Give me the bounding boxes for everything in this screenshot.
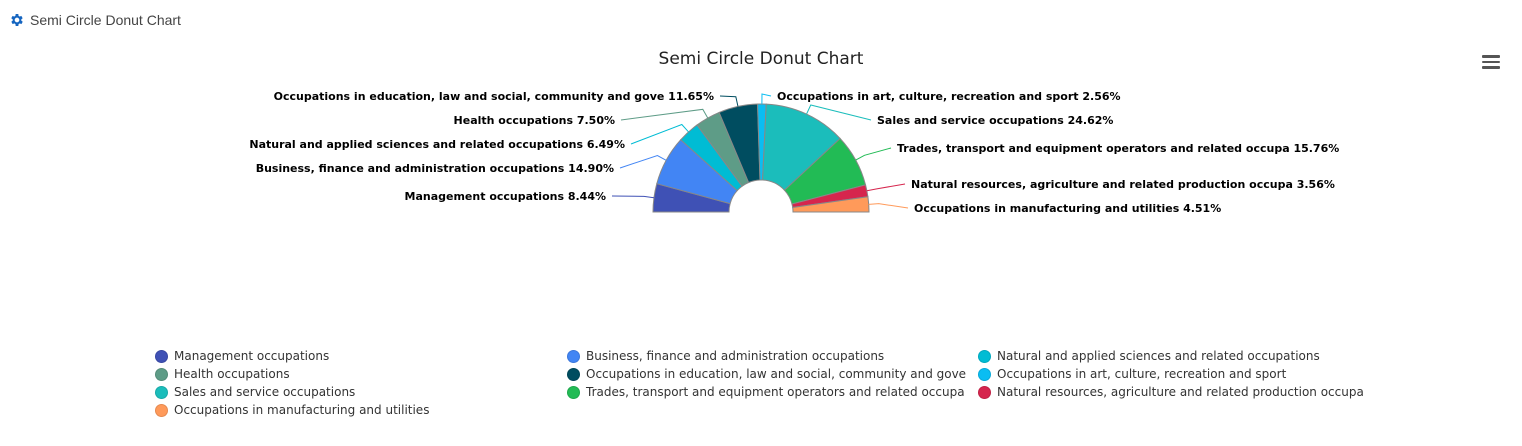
connector-line [620, 108, 709, 121]
legend-item[interactable]: Trades, transport and equipment operator… [567, 384, 978, 400]
legend-label: Health occupations [174, 367, 290, 381]
gear-icon[interactable] [9, 12, 25, 28]
connector-line [611, 195, 655, 199]
data-label: Trades, transport and equipment operator… [897, 142, 1339, 155]
legend-marker [155, 385, 168, 399]
legend-marker [155, 349, 168, 363]
legend-label: Natural and applied sciences and related… [997, 349, 1320, 363]
chart-title: Semi Circle Donut Chart [659, 49, 864, 69]
legend-marker [567, 349, 580, 363]
legend-item[interactable]: Sales and service occupations [155, 384, 567, 400]
legend-marker [155, 403, 168, 417]
data-label: Natural resources, agriculture and relat… [911, 178, 1335, 191]
legend-label: Occupations in manufacturing and utiliti… [174, 403, 430, 417]
chart-header: Semi Circle Donut Chart [9, 12, 181, 28]
legend-label: Occupations in education, law and social… [586, 367, 967, 381]
legend-marker [978, 385, 991, 399]
data-label: Business, finance and administration occ… [256, 162, 614, 175]
connector-line [806, 104, 872, 121]
connector-line [619, 154, 667, 169]
legend-label: Management occupations [174, 349, 330, 363]
legend-item[interactable]: Natural and applied sciences and related… [978, 348, 1378, 364]
legend-label: Occupations in art, culture, recreation … [997, 367, 1287, 381]
data-label: Occupations in art, culture, recreation … [777, 90, 1121, 103]
legend-label: Sales and service occupations [174, 385, 356, 399]
connector-line [761, 93, 772, 105]
chart-menu-button[interactable] [1482, 55, 1500, 69]
slice-10[interactable] [792, 196, 870, 213]
data-label: Management occupations 8.44% [405, 190, 606, 203]
legend-item[interactable]: Management occupations [155, 348, 567, 364]
connector-line [719, 95, 739, 107]
data-label: Natural and applied sciences and related… [249, 138, 625, 151]
legend-item[interactable]: Business, finance and administration occ… [567, 348, 978, 364]
data-label: Sales and service occupations 24.62% [877, 114, 1113, 127]
legend-item[interactable]: Natural resources, agriculture and relat… [978, 384, 1378, 400]
legend-item[interactable]: Occupations in education, law and social… [567, 366, 978, 382]
legend-marker [978, 367, 991, 381]
legend-marker [155, 367, 168, 381]
legend-marker [567, 385, 580, 399]
connector-line [868, 203, 909, 209]
data-label: Health occupations 7.50% [454, 114, 615, 127]
legend-item[interactable]: Health occupations [155, 366, 567, 382]
legend-marker [567, 367, 580, 381]
connector-line [630, 123, 689, 145]
legend-item[interactable]: Occupations in manufacturing and utiliti… [155, 402, 567, 418]
data-label: Occupations in education, law and social… [274, 90, 714, 103]
header-title: Semi Circle Donut Chart [30, 12, 181, 28]
connector-line [866, 183, 906, 192]
legend-label: Trades, transport and equipment operator… [586, 385, 965, 399]
chart-legend: Management occupations Business, finance … [155, 348, 1378, 418]
legend-item[interactable]: Occupations in art, culture, recreation … [978, 366, 1378, 382]
legend-marker [978, 349, 991, 363]
data-label: Occupations in manufacturing and utiliti… [914, 202, 1221, 215]
legend-label: Business, finance and administration occ… [586, 349, 885, 363]
legend-label: Natural resources, agriculture and relat… [997, 385, 1364, 399]
connector-line [855, 147, 892, 161]
